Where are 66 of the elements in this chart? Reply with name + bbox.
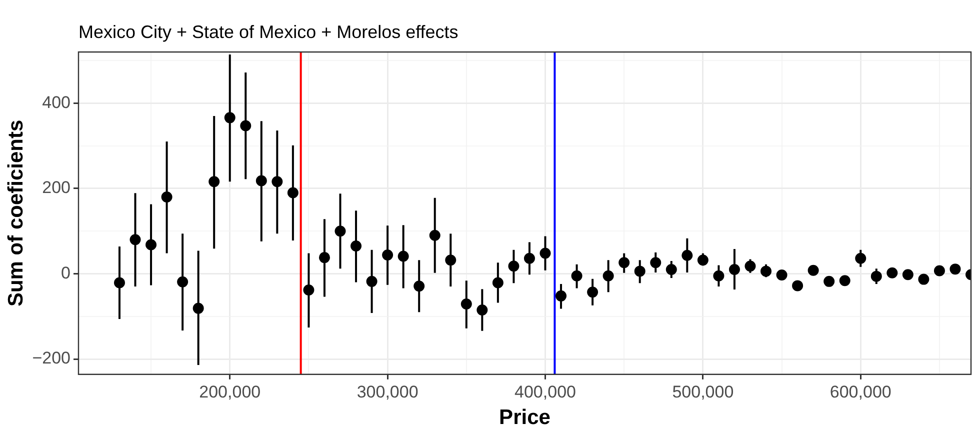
point: [744, 260, 756, 272]
point: [208, 176, 220, 188]
point: [870, 270, 882, 282]
point: [886, 267, 898, 278]
point: [146, 239, 157, 250]
point: [713, 270, 724, 282]
y-axis-title: Sum of coeficients: [4, 120, 28, 307]
point: [130, 234, 141, 246]
point: [571, 270, 582, 282]
point: [256, 175, 267, 186]
point: [808, 264, 819, 276]
point: [950, 264, 961, 275]
point: [524, 252, 535, 264]
point: [161, 191, 172, 202]
point: [272, 176, 283, 188]
x-tick-label: 300,000: [356, 382, 418, 402]
point: [476, 304, 488, 316]
point: [824, 276, 835, 287]
point: [792, 280, 804, 292]
point: [540, 248, 551, 259]
point: [602, 270, 614, 282]
point: [334, 226, 346, 237]
point: [587, 286, 598, 298]
point: [318, 252, 330, 264]
point: [303, 284, 314, 296]
point: [760, 266, 772, 277]
point: [429, 230, 440, 241]
y-tick-label: 200: [42, 178, 70, 198]
point: [618, 257, 630, 268]
point: [240, 120, 252, 132]
point: [492, 277, 504, 288]
x-tick-label: 600,000: [830, 382, 892, 402]
x-tick-label: 200,000: [199, 382, 261, 402]
x-axis-title: Price: [499, 406, 550, 430]
point: [508, 260, 520, 272]
x-tick-label: 400,000: [514, 382, 576, 402]
y-tick-label: 400: [42, 92, 70, 112]
point: [445, 254, 456, 266]
chart-title: Mexico City + State of Mexico + Morelos effects: [78, 22, 458, 42]
point: [556, 290, 567, 302]
point: [650, 257, 662, 268]
point: [697, 254, 708, 266]
x-tick-label: 500,000: [672, 382, 734, 402]
point: [350, 240, 362, 252]
point: [398, 250, 409, 262]
point: [839, 275, 850, 286]
point: [682, 250, 693, 261]
point: [776, 270, 788, 281]
point: [366, 276, 378, 287]
point: [192, 302, 204, 314]
point: [728, 264, 740, 275]
point: [918, 274, 930, 285]
point: [902, 269, 914, 280]
point: [634, 266, 646, 277]
point: [224, 112, 236, 124]
point: [177, 276, 188, 288]
point: [382, 249, 394, 260]
point: [287, 187, 298, 198]
point: [114, 277, 125, 288]
point: [855, 252, 866, 264]
point: [934, 265, 945, 276]
y-tick-label: 0: [61, 263, 70, 282]
y-tick-label: −200: [32, 348, 70, 368]
point: [666, 264, 677, 275]
point: [414, 280, 425, 292]
point: [460, 298, 472, 310]
